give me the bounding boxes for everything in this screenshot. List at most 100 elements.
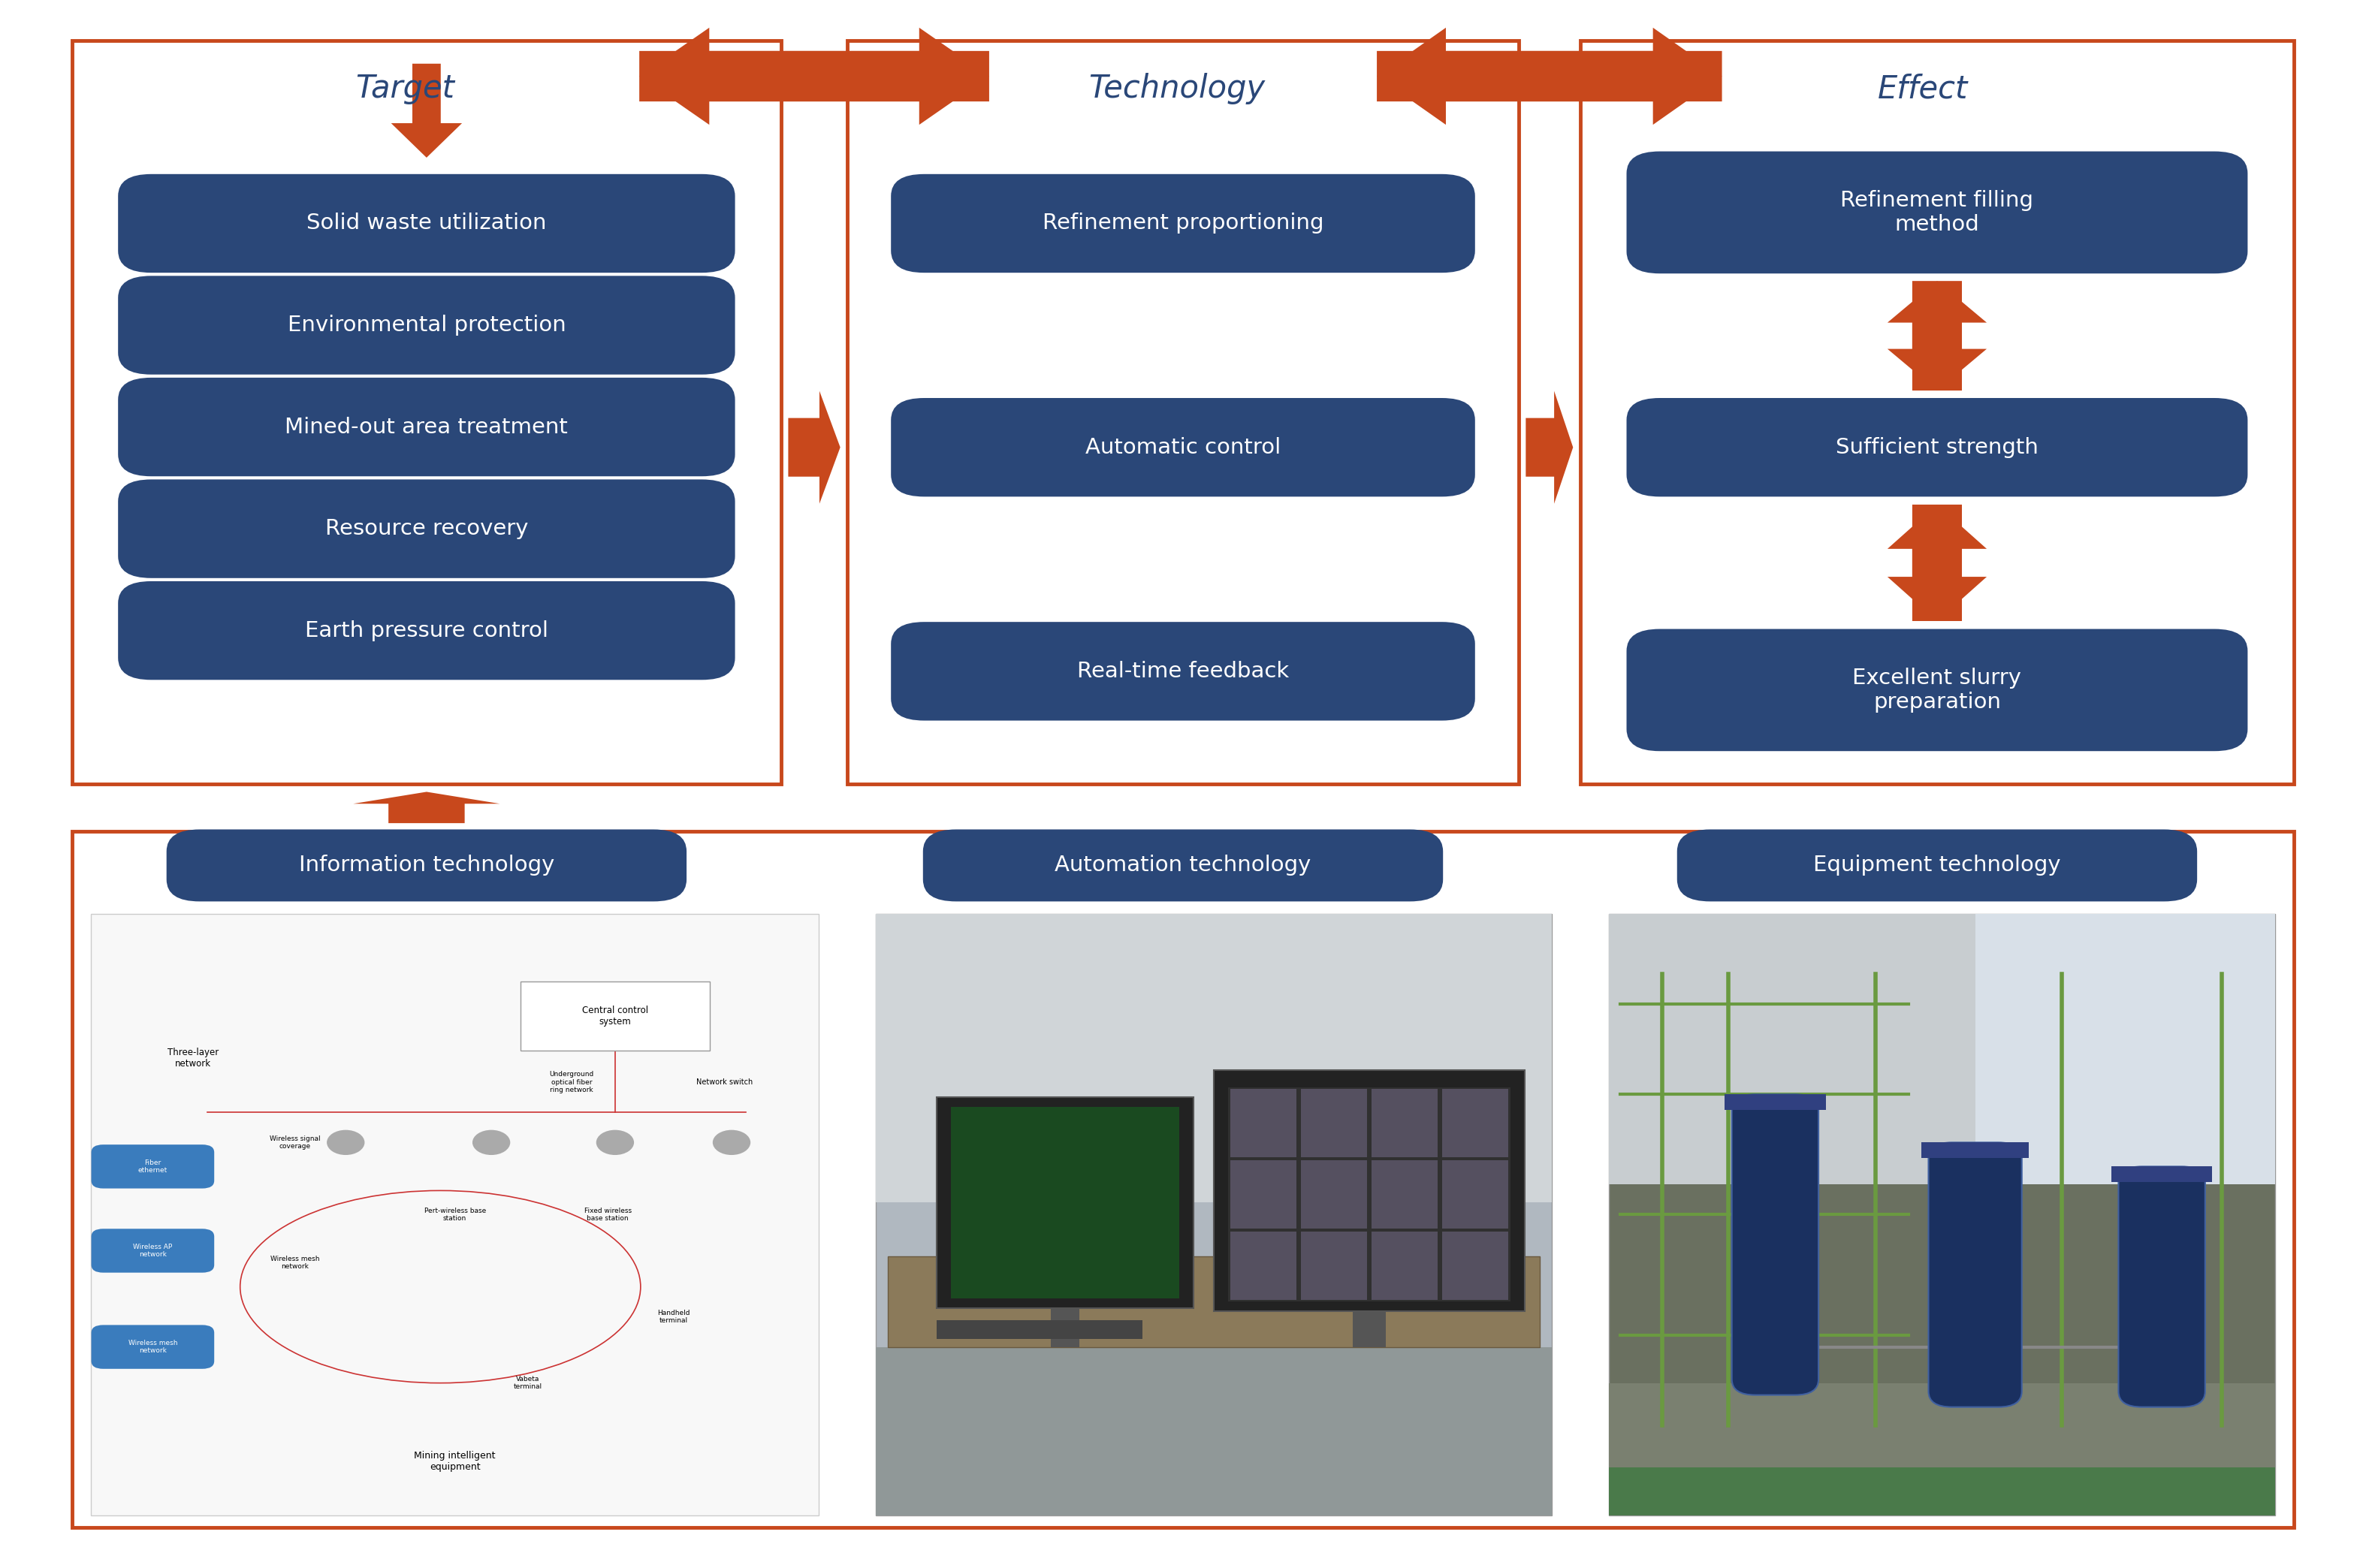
Text: Underground
optical fiber
ring network: Underground optical fiber ring network	[549, 1071, 594, 1093]
FancyBboxPatch shape	[937, 1098, 1192, 1308]
FancyBboxPatch shape	[166, 829, 686, 902]
Text: Environmental protection: Environmental protection	[286, 315, 565, 336]
FancyArrow shape	[639, 28, 989, 125]
Text: Mining intelligent
equipment: Mining intelligent equipment	[414, 1450, 494, 1472]
Text: Fiber
ethernet: Fiber ethernet	[137, 1159, 168, 1174]
FancyArrow shape	[1377, 28, 1722, 125]
FancyArrow shape	[1888, 505, 1987, 621]
Text: Excellent slurry
preparation: Excellent slurry preparation	[1853, 668, 2021, 713]
Text: Network switch: Network switch	[696, 1079, 752, 1087]
FancyArrow shape	[1888, 281, 1987, 390]
FancyBboxPatch shape	[118, 480, 736, 579]
FancyBboxPatch shape	[1928, 1143, 2023, 1406]
FancyBboxPatch shape	[875, 1347, 1552, 1515]
Text: Solid waste utilization: Solid waste utilization	[308, 213, 547, 234]
Text: Refinement proportioning: Refinement proportioning	[1043, 213, 1323, 234]
FancyBboxPatch shape	[1230, 1232, 1297, 1300]
FancyBboxPatch shape	[875, 914, 1552, 1515]
Text: Information technology: Information technology	[298, 855, 554, 877]
FancyBboxPatch shape	[1609, 1468, 2276, 1515]
FancyBboxPatch shape	[2110, 1167, 2212, 1182]
FancyBboxPatch shape	[1228, 1088, 1510, 1301]
FancyBboxPatch shape	[1301, 1090, 1368, 1157]
Circle shape	[712, 1131, 750, 1156]
FancyBboxPatch shape	[1625, 629, 2248, 751]
FancyBboxPatch shape	[92, 1229, 215, 1273]
FancyBboxPatch shape	[1301, 1232, 1368, 1300]
Circle shape	[596, 1131, 634, 1156]
FancyBboxPatch shape	[1353, 1311, 1386, 1347]
Text: Mined-out area treatment: Mined-out area treatment	[284, 417, 568, 437]
Text: Fixed wireless
base station: Fixed wireless base station	[584, 1207, 632, 1221]
Text: Wireless mesh
network: Wireless mesh network	[128, 1339, 177, 1355]
FancyBboxPatch shape	[1443, 1090, 1507, 1157]
Text: Wireless AP
network: Wireless AP network	[132, 1243, 173, 1258]
FancyBboxPatch shape	[1443, 1160, 1507, 1229]
Text: Automatic control: Automatic control	[1086, 437, 1280, 458]
FancyBboxPatch shape	[1625, 398, 2248, 497]
FancyArrow shape	[353, 792, 499, 823]
FancyBboxPatch shape	[2118, 1167, 2205, 1406]
FancyBboxPatch shape	[521, 982, 710, 1051]
FancyBboxPatch shape	[1372, 1160, 1439, 1229]
FancyBboxPatch shape	[118, 276, 736, 375]
FancyBboxPatch shape	[118, 378, 736, 477]
FancyArrow shape	[639, 28, 989, 125]
Text: Pert-wireless base
station: Pert-wireless base station	[424, 1207, 485, 1221]
FancyArrow shape	[1888, 281, 1987, 390]
Text: Sufficient strength: Sufficient strength	[1836, 437, 2039, 458]
Circle shape	[327, 1131, 364, 1156]
FancyBboxPatch shape	[92, 1145, 215, 1189]
FancyBboxPatch shape	[1051, 1308, 1079, 1347]
Text: Three-layer
network: Three-layer network	[168, 1047, 218, 1069]
FancyBboxPatch shape	[118, 582, 736, 681]
Circle shape	[473, 1131, 511, 1156]
FancyArrow shape	[1526, 390, 1573, 503]
FancyBboxPatch shape	[92, 1325, 215, 1369]
FancyArrow shape	[1377, 28, 1722, 125]
FancyBboxPatch shape	[1301, 1160, 1368, 1229]
FancyBboxPatch shape	[892, 622, 1474, 721]
Text: Target: Target	[355, 74, 454, 105]
FancyArrow shape	[788, 390, 840, 503]
FancyBboxPatch shape	[90, 914, 819, 1515]
Text: Effect: Effect	[1879, 74, 1969, 105]
FancyBboxPatch shape	[923, 829, 1443, 902]
Text: Central control
system: Central control system	[582, 1005, 648, 1027]
FancyBboxPatch shape	[1732, 1094, 1819, 1396]
FancyBboxPatch shape	[118, 174, 736, 273]
FancyBboxPatch shape	[1230, 1160, 1297, 1229]
Text: Wireless signal
coverage: Wireless signal coverage	[270, 1135, 319, 1149]
FancyBboxPatch shape	[1976, 914, 2276, 1184]
FancyBboxPatch shape	[1214, 1071, 1524, 1311]
Text: Technology: Technology	[1088, 74, 1266, 105]
FancyBboxPatch shape	[1677, 829, 2198, 902]
FancyBboxPatch shape	[951, 1107, 1178, 1298]
FancyArrow shape	[1888, 505, 1987, 621]
FancyBboxPatch shape	[1609, 914, 2276, 1184]
FancyBboxPatch shape	[1230, 1090, 1297, 1157]
FancyBboxPatch shape	[875, 914, 1552, 1203]
FancyBboxPatch shape	[1443, 1232, 1507, 1300]
Text: Vabeta
terminal: Vabeta terminal	[513, 1375, 542, 1391]
FancyBboxPatch shape	[1725, 1094, 1827, 1110]
Text: Resource recovery: Resource recovery	[324, 519, 528, 539]
Text: Equipment technology: Equipment technology	[1812, 855, 2061, 877]
FancyBboxPatch shape	[1625, 152, 2248, 273]
Text: Refinement filling
method: Refinement filling method	[1841, 190, 2035, 235]
FancyBboxPatch shape	[1372, 1232, 1439, 1300]
FancyBboxPatch shape	[1609, 914, 2276, 1515]
Text: Automation technology: Automation technology	[1055, 855, 1311, 877]
FancyBboxPatch shape	[887, 1256, 1540, 1347]
FancyBboxPatch shape	[1609, 1383, 2276, 1515]
Text: Handheld
terminal: Handheld terminal	[658, 1309, 689, 1323]
FancyBboxPatch shape	[1921, 1143, 2030, 1159]
FancyArrow shape	[390, 64, 461, 158]
FancyBboxPatch shape	[892, 398, 1474, 497]
Text: Earth pressure control: Earth pressure control	[305, 619, 549, 641]
FancyBboxPatch shape	[892, 174, 1474, 273]
Text: Wireless mesh
network: Wireless mesh network	[270, 1256, 319, 1270]
FancyBboxPatch shape	[1372, 1090, 1439, 1157]
Text: Real-time feedback: Real-time feedback	[1077, 660, 1289, 682]
FancyBboxPatch shape	[937, 1320, 1143, 1339]
